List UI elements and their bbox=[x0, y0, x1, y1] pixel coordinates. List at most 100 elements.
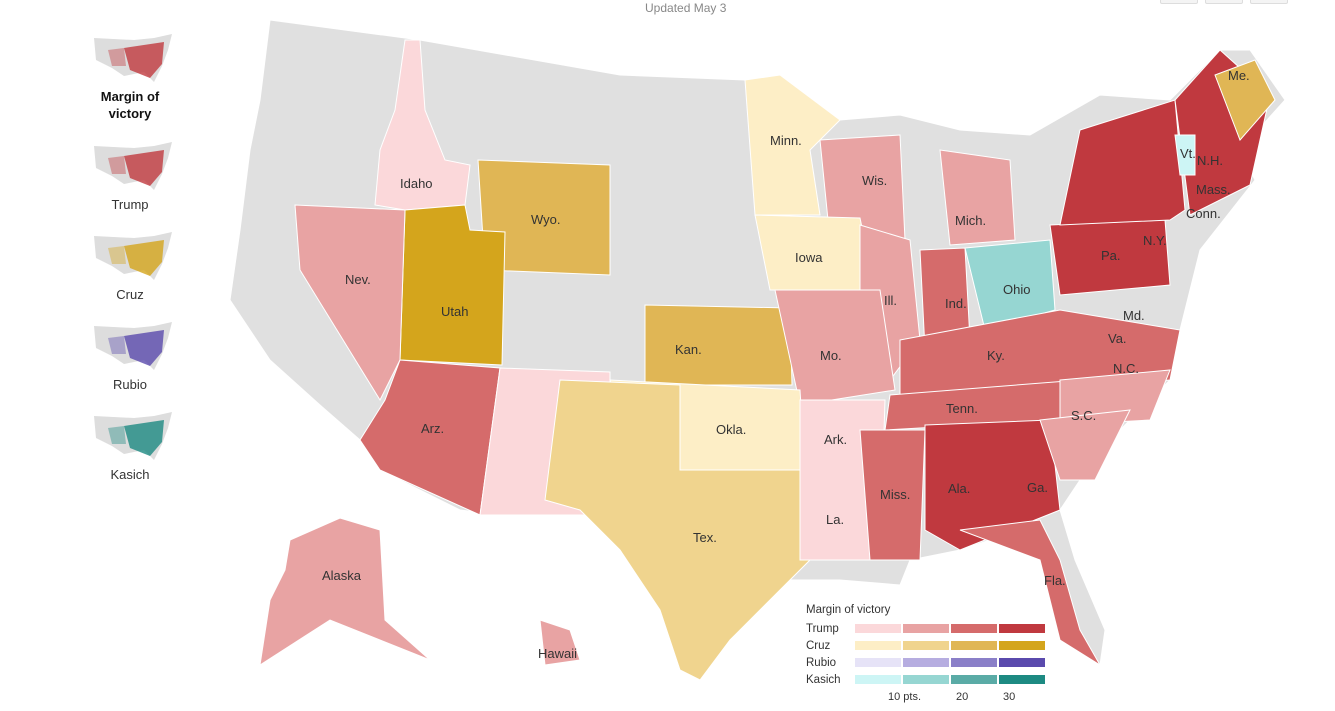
legend-swatch bbox=[999, 675, 1045, 684]
legend-swatch bbox=[855, 675, 901, 684]
legend-row-cruz: Cruz bbox=[806, 637, 1047, 654]
state-mississippi bbox=[859, 429, 926, 561]
state-label: Wyo. bbox=[531, 212, 561, 227]
state-label: Conn. bbox=[1186, 206, 1221, 221]
state-label: Fla. bbox=[1044, 573, 1066, 588]
legend-candidate: Rubio bbox=[806, 656, 837, 669]
state-kansas bbox=[644, 304, 793, 386]
map-option-cruz[interactable]: Cruz bbox=[80, 228, 180, 303]
legend-row-rubio: Rubio bbox=[806, 654, 1047, 671]
legend-candidate: Kasich bbox=[806, 673, 841, 686]
state-label: Mass. bbox=[1196, 182, 1231, 197]
legend-swatch bbox=[951, 641, 997, 650]
legend-title: Margin of victory bbox=[806, 604, 891, 616]
toggle-button-1[interactable] bbox=[1160, 0, 1198, 4]
state-label: Ga. bbox=[1027, 480, 1048, 495]
legend-swatch bbox=[903, 641, 949, 650]
state-florida bbox=[959, 519, 1101, 666]
state-label: La. bbox=[826, 512, 844, 527]
map-option-label: Trump bbox=[111, 197, 149, 212]
state-label: Mo. bbox=[820, 348, 842, 363]
state-label: Ohio bbox=[1003, 282, 1030, 297]
legend-swatch bbox=[951, 675, 997, 684]
map-option-label: Rubio bbox=[113, 377, 147, 392]
state-label: Kan. bbox=[675, 342, 702, 357]
state-texas bbox=[544, 379, 811, 681]
state-label: Ky. bbox=[987, 348, 1005, 363]
state-maine bbox=[1214, 59, 1276, 141]
state-label: N.Y. bbox=[1143, 233, 1167, 248]
updated-text: Updated May 3 bbox=[645, 1, 727, 15]
legend-swatch bbox=[999, 624, 1045, 633]
state-missouri bbox=[774, 289, 896, 406]
thumbnail-map-icon bbox=[94, 232, 172, 280]
state-label: Wis. bbox=[862, 173, 887, 188]
map-option-trump[interactable]: Trump bbox=[80, 138, 180, 213]
state-label: Pa. bbox=[1101, 248, 1121, 263]
legend-swatch bbox=[855, 658, 901, 667]
thumbnail-map-icon bbox=[94, 142, 172, 190]
state-north-carolina bbox=[1059, 369, 1171, 426]
legend: Margin of victory Trump Cruz Rubio Kasich 1… bbox=[806, 604, 1047, 704]
legend-tick-20: 20 bbox=[956, 691, 969, 703]
state-vermont bbox=[1174, 134, 1196, 176]
state-label: Va. bbox=[1108, 331, 1127, 346]
toggle-button-3[interactable] bbox=[1250, 0, 1288, 4]
thumbnail-map-icon bbox=[94, 322, 172, 370]
state-label: Ill. bbox=[884, 293, 897, 308]
toggle-button-2[interactable] bbox=[1205, 0, 1243, 4]
legend-swatch bbox=[903, 675, 949, 684]
legend-swatch bbox=[999, 658, 1045, 667]
legend-tick-10: 10 pts. bbox=[888, 691, 922, 703]
legend-row-kasich: Kasich bbox=[806, 671, 1047, 688]
state-label: Tex. bbox=[693, 530, 717, 545]
state-label: Miss. bbox=[880, 487, 910, 502]
legend-tick-30: 30 bbox=[1003, 691, 1016, 703]
legend-swatch bbox=[951, 658, 997, 667]
state-label: Vt. bbox=[1180, 146, 1196, 161]
legend-candidate: Trump bbox=[806, 622, 839, 635]
thumbnail-map-icon bbox=[94, 412, 172, 460]
state-label: S.C. bbox=[1071, 408, 1096, 423]
state-label: Arz. bbox=[421, 421, 444, 436]
state-label: Iowa bbox=[795, 250, 823, 265]
state-label: Mich. bbox=[955, 213, 986, 228]
state-label: Me. bbox=[1228, 68, 1250, 83]
state-alaska bbox=[259, 517, 431, 667]
state-hawaii bbox=[539, 619, 581, 666]
legend-swatch bbox=[855, 624, 901, 633]
state-label: Idaho bbox=[400, 176, 433, 191]
state-label: Ark. bbox=[824, 432, 847, 447]
thumbnail-map-icon bbox=[94, 34, 172, 82]
state-new-york bbox=[1059, 99, 1186, 226]
state-label: N.H. bbox=[1197, 153, 1223, 168]
state-label: Alaska bbox=[322, 568, 362, 583]
state-nevada bbox=[294, 204, 406, 402]
map-option-label: Kasich bbox=[110, 467, 150, 482]
legend-swatch bbox=[903, 658, 949, 667]
state-ohio bbox=[964, 239, 1056, 331]
legend-swatch bbox=[999, 641, 1045, 650]
state-label: Nev. bbox=[345, 272, 371, 287]
map-option-kasich[interactable]: Kasich bbox=[80, 408, 180, 483]
state-label: N.C. bbox=[1113, 361, 1139, 376]
legend-candidate: Cruz bbox=[806, 639, 831, 652]
state-michigan bbox=[939, 149, 1016, 246]
legend-swatch bbox=[855, 641, 901, 650]
legend-swatch bbox=[903, 624, 949, 633]
map-option-label: Margin of victory bbox=[100, 89, 160, 121]
map-option-rubio[interactable]: Rubio bbox=[80, 318, 180, 393]
state-label: Hawaii bbox=[538, 646, 577, 661]
state-label: Md. bbox=[1123, 308, 1145, 323]
legend-row-trump: Trump bbox=[806, 620, 1047, 637]
map-option-margin-of-victory[interactable]: Margin of victory bbox=[80, 30, 180, 122]
state-label: Okla. bbox=[716, 422, 746, 437]
map-option-label: Cruz bbox=[116, 287, 144, 302]
legend-swatch bbox=[951, 624, 997, 633]
state-label: Utah bbox=[441, 304, 468, 319]
state-label: Minn. bbox=[770, 133, 802, 148]
state-south-carolina bbox=[1039, 409, 1131, 481]
state-label: Tenn. bbox=[946, 401, 978, 416]
state-label: Ind. bbox=[945, 296, 967, 311]
